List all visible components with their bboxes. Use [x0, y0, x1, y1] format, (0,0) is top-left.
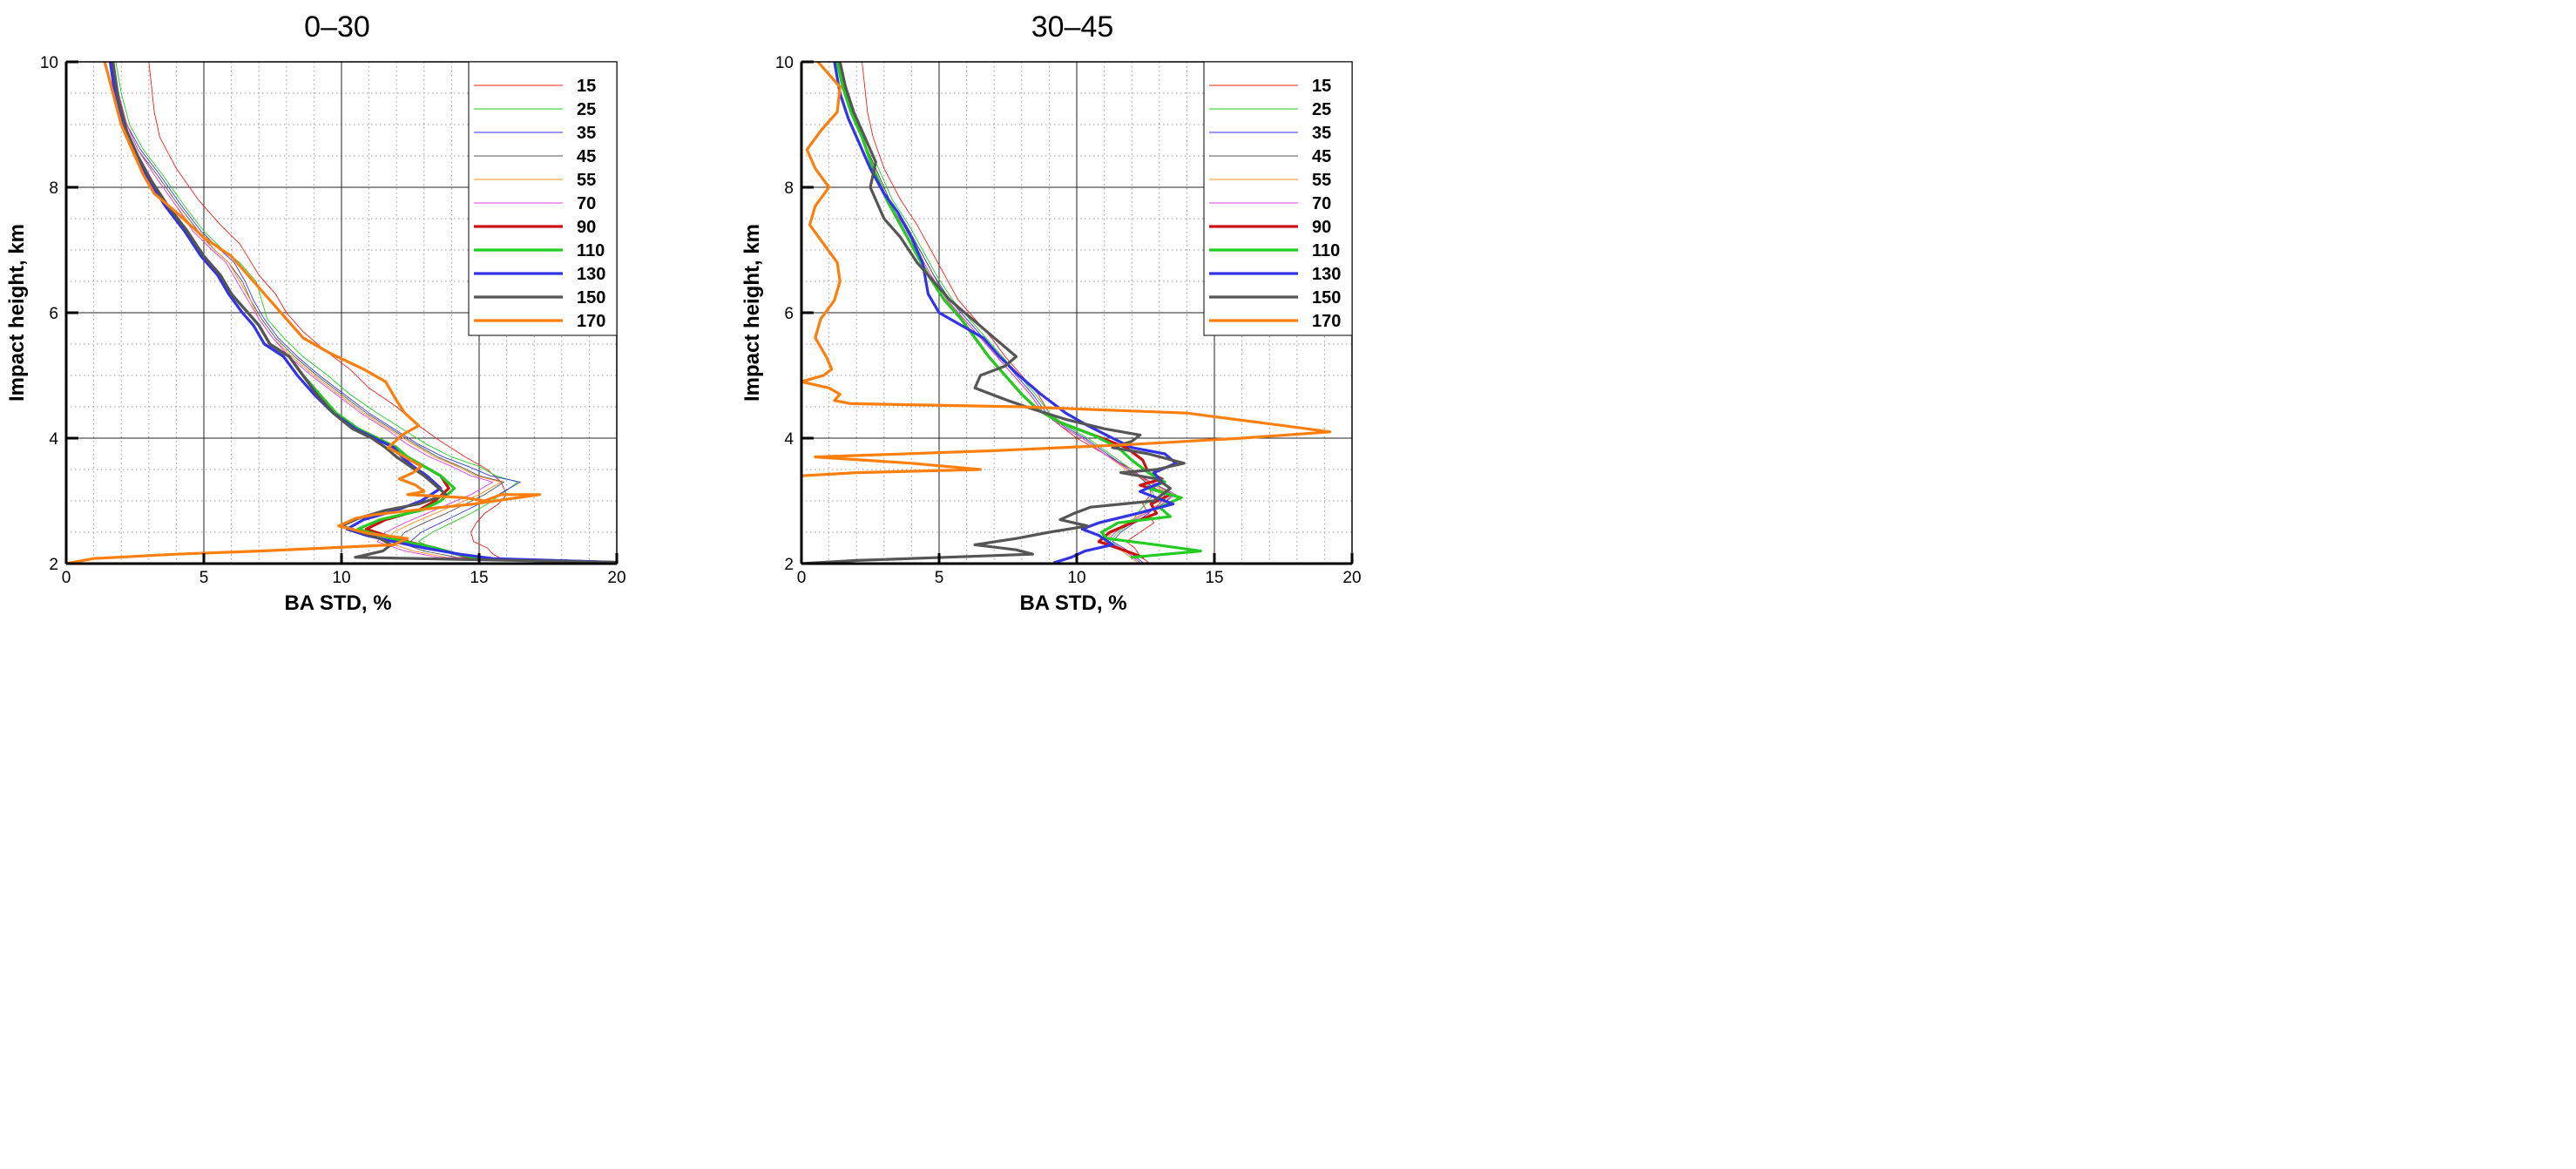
series-line-25 — [839, 62, 1154, 564]
y-axis-label: Impact height, km — [5, 224, 29, 402]
legend-label-110: 110 — [1312, 241, 1340, 260]
series-line-45 — [110, 62, 617, 564]
y-tick-label: 8 — [49, 179, 58, 198]
legend-label-170: 170 — [1312, 312, 1341, 331]
x-tick-label: 15 — [470, 569, 488, 587]
legend-label-70: 70 — [1312, 194, 1331, 213]
series-line-110 — [835, 62, 1202, 559]
series-group — [66, 62, 617, 564]
chart-title: 30–45 — [1031, 10, 1114, 44]
x-tick-label: 20 — [1342, 569, 1361, 587]
y-tick-label: 6 — [784, 305, 794, 323]
legend-label-45: 45 — [577, 147, 596, 166]
x-tick-label: 0 — [62, 569, 71, 587]
legend-label-15: 15 — [1312, 77, 1331, 96]
legend-box — [468, 61, 618, 336]
series-line-55 — [836, 62, 1171, 564]
series-group — [801, 62, 1332, 564]
series-line-170 — [66, 62, 542, 564]
series-line-170 — [801, 62, 1332, 477]
y-tick-label: 4 — [49, 430, 58, 449]
legend-label-130: 130 — [577, 265, 605, 284]
series-line-90 — [835, 62, 1173, 559]
legend-label-150: 150 — [577, 288, 605, 307]
legend-label-130: 130 — [1312, 265, 1341, 284]
x-tick-label: 10 — [1067, 569, 1085, 587]
x-tick-label: 5 — [935, 569, 944, 587]
x-axis-label: BA STD, % — [284, 591, 391, 615]
y-tick-label: 10 — [775, 54, 794, 72]
legend-label-150: 150 — [1312, 288, 1341, 307]
series-line-15 — [148, 62, 617, 564]
series-line-25 — [115, 62, 617, 564]
chart-title: 0–30 — [304, 10, 370, 44]
legend-label-110: 110 — [577, 241, 605, 260]
legend-label-45: 45 — [1312, 147, 1331, 166]
legend-box — [1203, 61, 1353, 336]
series-line-70 — [836, 62, 1177, 564]
series-line-35 — [836, 62, 1166, 564]
chart-panel-2: 0 5 10 15 20 2 4 6 8 10 30–45 BA STD, % Impact heigh… — [740, 10, 1362, 615]
chart-panel-1: 0 5 10 15 20 2 4 6 8 10 0–30 BA STD, % Impact height… — [5, 10, 626, 615]
series-line-45 — [836, 62, 1174, 564]
series-line-150 — [801, 62, 1186, 564]
y-tick-label: 4 — [784, 430, 794, 449]
series-line-130 — [833, 62, 1178, 564]
legend-label-55: 55 — [577, 171, 596, 190]
legend-label-55: 55 — [1312, 171, 1331, 190]
y-tick-label: 10 — [40, 54, 58, 72]
legend-label-90: 90 — [577, 218, 596, 237]
legend-label-15: 15 — [577, 77, 596, 96]
legend: 15 25 35 45 55 70 90 110 130 150 170 — [1203, 61, 1353, 336]
series-line-35 — [110, 62, 617, 564]
legend-label-25: 25 — [1312, 100, 1331, 119]
x-axis-label: BA STD, % — [1019, 591, 1126, 615]
legend: 15 25 35 45 55 70 90 110 130 150 170 — [468, 61, 618, 336]
x-tick-label: 20 — [607, 569, 625, 587]
x-tick-label: 0 — [797, 569, 807, 587]
y-tick-label: 6 — [49, 305, 58, 323]
legend-label-170: 170 — [577, 312, 605, 331]
legend-label-90: 90 — [1312, 218, 1331, 237]
y-tick-label: 2 — [49, 556, 58, 574]
x-tick-label: 15 — [1205, 569, 1223, 587]
legend-label-70: 70 — [577, 194, 596, 213]
y-tick-label: 8 — [784, 179, 794, 198]
legend-label-35: 35 — [577, 124, 596, 143]
series-line-15 — [862, 62, 1154, 564]
x-tick-label: 10 — [332, 569, 350, 587]
y-tick-label: 2 — [784, 556, 794, 574]
y-axis-label: Impact height, km — [740, 224, 764, 402]
series-line-70 — [110, 62, 617, 564]
legend-label-35: 35 — [1312, 124, 1331, 143]
x-tick-label: 5 — [199, 569, 209, 587]
legend-label-25: 25 — [577, 100, 596, 119]
